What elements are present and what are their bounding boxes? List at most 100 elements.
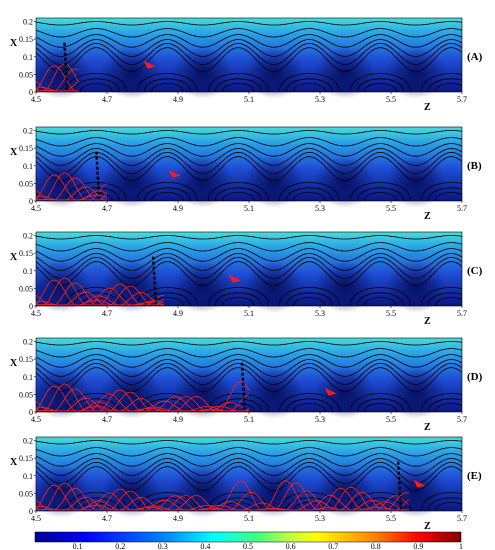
recirculation-streamline xyxy=(427,78,462,92)
vortex-core xyxy=(385,260,446,313)
recirculation-streamline xyxy=(349,287,411,306)
y-axis-label: X xyxy=(10,358,18,369)
recirculation-streamline xyxy=(293,403,326,412)
y-tick-label: 0.15 xyxy=(19,35,33,44)
recirculation-streamline xyxy=(364,192,397,201)
recirculation-streamline xyxy=(427,497,462,511)
particle-path xyxy=(36,177,108,201)
recirculation-streamline xyxy=(136,182,198,201)
particle-path xyxy=(36,172,108,201)
panel-interior xyxy=(36,235,462,306)
recirculation-streamline xyxy=(214,292,262,306)
y-tick-label: 0.05 xyxy=(19,489,33,498)
y-tick-label: 0 xyxy=(29,302,33,311)
particle-path xyxy=(36,63,79,92)
recirculation-streamline xyxy=(278,492,340,511)
y-tick-label: 0.05 xyxy=(19,284,33,293)
recirculation-streamline xyxy=(293,83,326,92)
streamline xyxy=(36,47,462,73)
recirculation-streamline xyxy=(207,393,269,412)
y-tick-label: 0.1 xyxy=(23,53,33,62)
recirculation-streamline xyxy=(420,182,462,201)
panel-b: 0 0.05 0.1 0.15 0.2 4.5 4.7 4.9 5.1 5.3 5.5 5.7 X Z (B… xyxy=(10,127,482,222)
recirculation-streamline xyxy=(65,182,127,201)
colorbar-tick-label: 0.1 xyxy=(73,542,83,550)
recirculation-streamline xyxy=(427,292,462,306)
colorbar-tick-label: 0.2 xyxy=(115,542,125,550)
particle-path xyxy=(36,282,164,306)
recirculation-streamline xyxy=(349,393,411,412)
streamline xyxy=(36,440,462,445)
streamline xyxy=(36,28,462,38)
particle-path xyxy=(36,194,108,201)
recirculation-streamline xyxy=(222,192,255,201)
recirculation-streamline xyxy=(356,398,404,412)
recirculation-streamline xyxy=(136,393,198,412)
recirculation-streamline xyxy=(214,398,262,412)
colorbar-tick-label: 0.9 xyxy=(413,542,423,550)
panel-label: (E) xyxy=(467,470,482,482)
x-tick-label: 4.5 xyxy=(31,415,41,424)
streamline xyxy=(36,253,462,271)
recirculation-streamline xyxy=(80,192,113,201)
streamline xyxy=(36,148,462,166)
particle-path xyxy=(36,65,79,92)
recirculation-streamline xyxy=(207,287,269,306)
panel-interior xyxy=(36,130,462,201)
recirculation-streamline xyxy=(435,403,462,412)
streamline xyxy=(36,348,462,358)
recirculation-streamline xyxy=(72,497,120,511)
recirculation-streamline xyxy=(136,492,198,511)
recirculation-streamline xyxy=(143,187,191,201)
recirculation-streamline xyxy=(136,287,198,306)
y-tick-label: 0 xyxy=(29,408,33,417)
streamline xyxy=(36,341,462,346)
colorbar-tick-label: 1 xyxy=(459,542,463,550)
recirculation-streamline xyxy=(222,83,255,92)
tracer-line xyxy=(151,256,158,305)
x-tick-label: 5.1 xyxy=(244,95,254,104)
x-tick-label: 4.5 xyxy=(31,95,41,104)
x-tick-label: 5.7 xyxy=(457,204,467,213)
panel-a: 0 0.05 0.1 0.15 0.2 4.5 4.7 4.9 5.1 5.3 5.5 5.7 X Z (A… xyxy=(10,18,483,113)
recirculation-streamline xyxy=(214,497,262,511)
recirculation-streamline xyxy=(293,192,326,201)
x-axis-label: Z xyxy=(424,102,431,113)
x-tick-label: 5.5 xyxy=(386,415,396,424)
streamline xyxy=(36,156,462,182)
recirculation-streamline xyxy=(80,502,113,511)
streamline xyxy=(36,256,462,279)
y-tick-label: 0.1 xyxy=(23,162,33,171)
recirculation-streamline xyxy=(356,292,404,306)
recirculation-streamline xyxy=(420,287,462,306)
vortex-core xyxy=(101,155,162,208)
recirculation-streamline xyxy=(278,73,340,92)
x-tick-label: 5.3 xyxy=(315,95,325,104)
vortex-core xyxy=(101,46,162,99)
y-tick-label: 0.15 xyxy=(19,355,33,364)
vortex-core xyxy=(243,366,304,419)
streamline xyxy=(36,367,462,393)
x-tick-label: 4.7 xyxy=(102,309,112,318)
panel-e: 0 0.05 0.1 0.15 0.2 4.5 4.7 4.9 5.1 5.3 5.5 5.7 X Z (E… xyxy=(10,437,482,532)
recirculation-streamline xyxy=(356,78,404,92)
y-tick-label: 0.05 xyxy=(19,179,33,188)
flow-arrow xyxy=(228,274,241,283)
vortex-core xyxy=(385,46,446,99)
vortex-core xyxy=(385,155,446,208)
streamline xyxy=(36,151,462,174)
vortex-core xyxy=(172,46,233,99)
streamline xyxy=(36,130,462,135)
x-tick-label: 5.7 xyxy=(457,95,467,104)
recirculation-streamline xyxy=(214,78,262,92)
y-tick-label: 0 xyxy=(29,88,33,97)
recirculation-streamline xyxy=(72,78,120,92)
vortex-core xyxy=(243,260,304,313)
x-tick-label: 5.5 xyxy=(386,514,396,523)
recirculation-streamline xyxy=(420,492,462,511)
streamline xyxy=(36,248,462,262)
particle-path xyxy=(36,388,250,412)
streamline xyxy=(36,42,462,65)
x-tick-label: 5.3 xyxy=(315,309,325,318)
particle-path xyxy=(36,277,164,306)
